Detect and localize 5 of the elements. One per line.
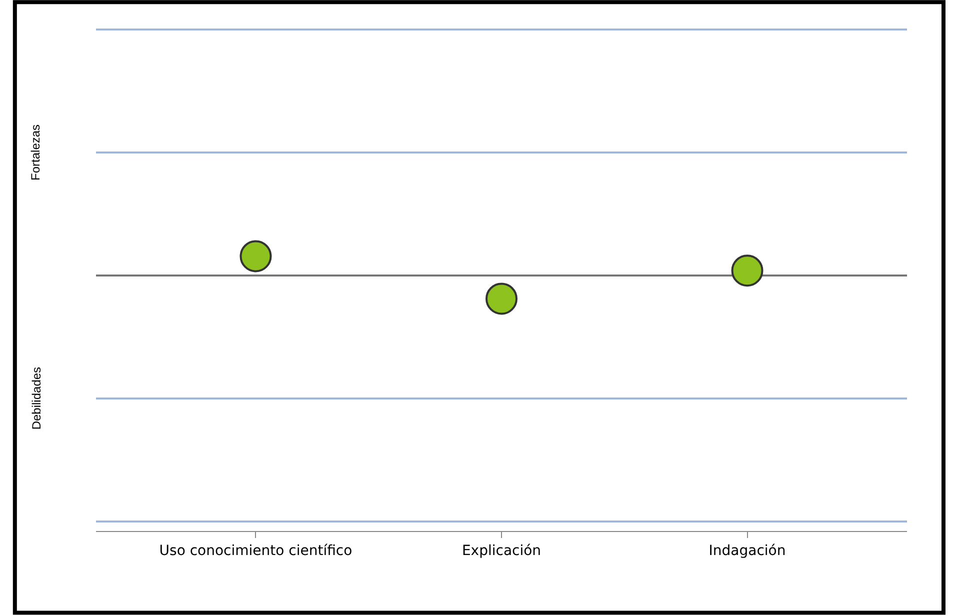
- x-tick-label: Indagación: [708, 542, 786, 559]
- text: Debilidades: [29, 366, 44, 430]
- x-tick-label: Explicación: [462, 542, 542, 559]
- x-tick-label: Uso conocimiento científico: [159, 542, 352, 559]
- text: Fortalezas: [28, 124, 43, 180]
